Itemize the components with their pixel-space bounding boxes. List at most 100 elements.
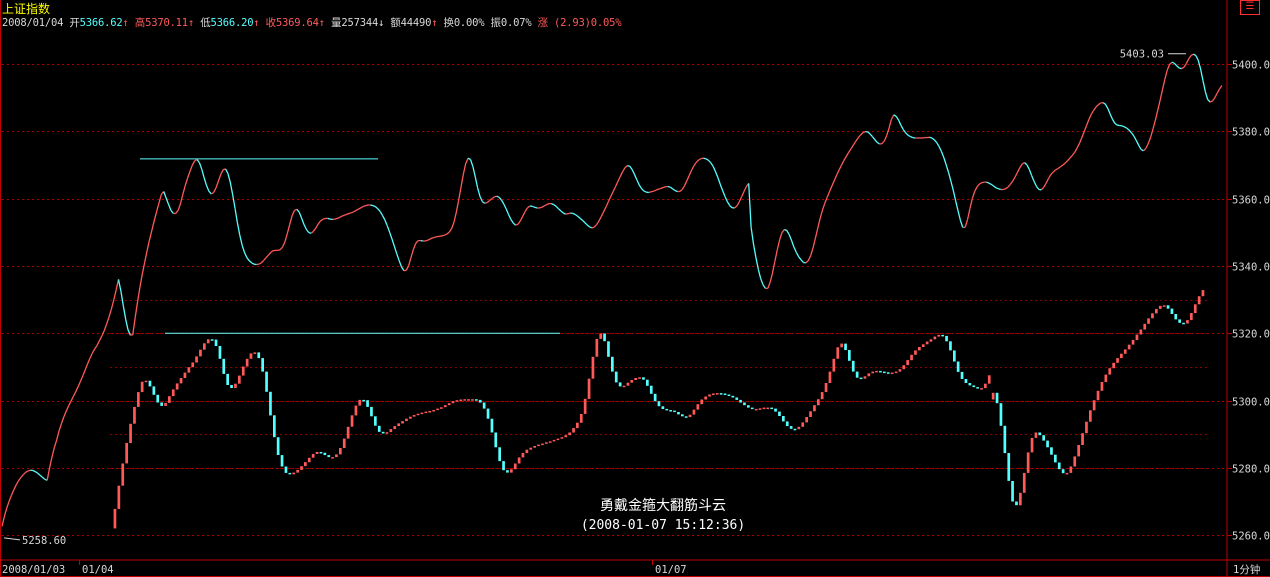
lower-candle bbox=[556, 438, 560, 441]
upper-segment bbox=[539, 206, 542, 209]
lower-candle bbox=[1096, 390, 1100, 401]
upper-segment bbox=[486, 200, 490, 204]
lower-candle bbox=[253, 352, 257, 354]
upper-segment bbox=[1003, 188, 1006, 191]
y-tick-label: 5300.00 bbox=[1232, 397, 1270, 409]
upper-segment bbox=[619, 171, 624, 177]
up-arrow-icon: ↑ bbox=[431, 17, 438, 29]
upper-segment bbox=[577, 215, 581, 219]
lower-candle bbox=[416, 413, 420, 416]
upper-segment bbox=[363, 204, 367, 207]
menu-icon[interactable]: ☰ bbox=[1240, 0, 1260, 15]
lower-candle bbox=[350, 415, 354, 427]
upper-segment bbox=[976, 183, 980, 188]
upper-series bbox=[1, 53, 1223, 527]
lower-candle bbox=[195, 356, 198, 363]
upper-segment bbox=[964, 219, 969, 228]
lower-candle bbox=[1112, 362, 1115, 369]
upper-segment bbox=[966, 208, 971, 220]
lower-candle bbox=[956, 361, 960, 372]
upper-segment bbox=[1145, 143, 1149, 149]
upper-segment bbox=[494, 195, 497, 198]
upper-segment bbox=[457, 186, 462, 201]
upper-segment bbox=[981, 181, 985, 184]
lower-candle bbox=[1003, 425, 1007, 454]
high-marker-label: 5403.03 bbox=[1120, 49, 1164, 61]
upper-segment bbox=[1209, 100, 1213, 103]
upper-segment bbox=[296, 208, 300, 213]
lower-candle bbox=[883, 371, 886, 374]
lower-candle bbox=[1034, 432, 1038, 438]
upper-segment bbox=[1138, 145, 1142, 150]
upper-segment bbox=[68, 400, 72, 407]
lower-candle bbox=[428, 411, 432, 413]
upper-segment bbox=[907, 134, 911, 138]
lower-candle bbox=[677, 412, 680, 415]
lower-candle bbox=[995, 392, 999, 404]
lower-candle bbox=[467, 399, 470, 401]
upper-segment bbox=[1131, 132, 1135, 137]
upper-segment bbox=[1207, 99, 1211, 103]
upper-segment bbox=[148, 230, 153, 241]
lower-candle bbox=[611, 356, 614, 372]
upper-segment bbox=[1109, 113, 1114, 120]
lower-candle bbox=[1100, 382, 1104, 391]
upper-segment bbox=[132, 317, 136, 335]
upper-segment bbox=[127, 329, 131, 336]
upper-segment bbox=[98, 335, 103, 341]
lower-candle bbox=[638, 377, 641, 379]
upper-segment bbox=[833, 174, 838, 181]
lower-candle bbox=[925, 341, 929, 345]
lower-candle bbox=[288, 472, 292, 475]
upper-segment bbox=[186, 171, 191, 179]
lower-candle bbox=[339, 448, 342, 455]
upper-segment bbox=[476, 187, 481, 197]
lower-candle bbox=[234, 383, 237, 389]
upper-segment bbox=[241, 245, 246, 254]
lower-candle bbox=[583, 398, 587, 414]
lower-candle bbox=[844, 343, 847, 350]
up-arrow-icon: ↑ bbox=[253, 17, 260, 29]
upper-segment bbox=[341, 214, 345, 217]
upper-segment bbox=[1031, 175, 1035, 182]
upper-segment bbox=[51, 447, 55, 458]
upper-segment bbox=[1195, 55, 1199, 61]
upper-segment bbox=[755, 257, 759, 270]
low-label: 低 bbox=[200, 17, 211, 29]
lower-candle bbox=[144, 380, 148, 383]
upper-segment bbox=[244, 252, 248, 259]
upper-segment bbox=[1197, 60, 1202, 70]
lower-candle bbox=[793, 428, 797, 431]
upper-segment bbox=[674, 189, 678, 193]
upper-segment bbox=[938, 146, 942, 152]
upper-segment bbox=[227, 173, 231, 183]
upper-segment bbox=[334, 217, 338, 220]
lower-candle bbox=[525, 449, 529, 454]
open-value: 5366.62 bbox=[79, 17, 123, 29]
upper-segment bbox=[96, 340, 101, 346]
upper-segment bbox=[191, 160, 196, 166]
lower-candle bbox=[210, 339, 214, 341]
lower-candle bbox=[148, 380, 152, 387]
lower-candle bbox=[1077, 445, 1080, 457]
upper-segment bbox=[1076, 143, 1080, 149]
upper-segment bbox=[1152, 119, 1157, 130]
lower-candle bbox=[1174, 314, 1178, 320]
lower-candle bbox=[735, 397, 739, 400]
lower-candle bbox=[214, 339, 218, 346]
upper-segment bbox=[134, 301, 139, 318]
upper-segment bbox=[524, 207, 529, 212]
upper-segment bbox=[774, 249, 778, 262]
lower-candle bbox=[968, 383, 972, 386]
upper-segment bbox=[194, 158, 198, 162]
lower-candle bbox=[502, 461, 505, 471]
upper-segment bbox=[263, 257, 267, 261]
upper-segment bbox=[165, 197, 170, 205]
upper-segment bbox=[748, 183, 752, 228]
lower-candle bbox=[805, 417, 808, 423]
lower-candle bbox=[1007, 453, 1011, 481]
upper-segment bbox=[8, 494, 13, 502]
upper-segment bbox=[377, 208, 381, 212]
lower-candle bbox=[700, 399, 704, 405]
